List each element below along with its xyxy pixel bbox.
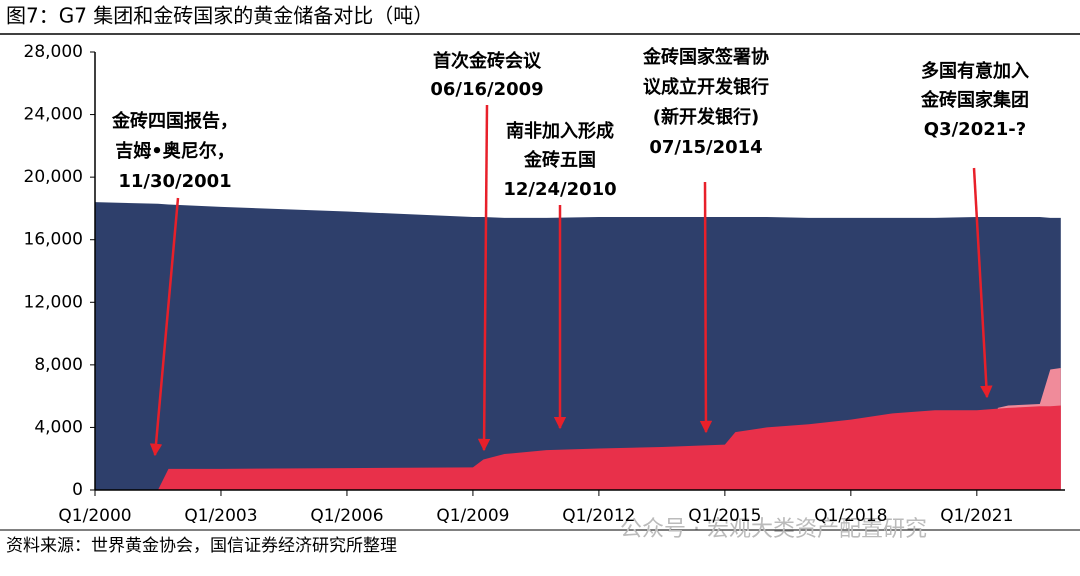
annotation-arrow [477, 104, 491, 452]
x-tick-label: Q1/2021 [940, 506, 1013, 526]
annotation: 议成立开发银行 [643, 76, 769, 98]
x-tick-label: Q1/2015 [688, 506, 761, 526]
y-tick-label: 20,000 [24, 167, 83, 187]
y-tick-label: 28,000 [24, 42, 83, 62]
annotation: 金砖国家签署协 [642, 46, 769, 68]
x-tick-label: Q1/2009 [436, 506, 509, 526]
plot-area [95, 202, 1061, 490]
x-tick-label: Q1/2003 [184, 506, 257, 526]
annotation: 首次金砖会议 [433, 50, 542, 72]
chart-title: 图7：G7 集团和金砖国家的黄金储备对比（吨） [6, 4, 433, 28]
annotation: 07/15/2014 [649, 137, 762, 158]
y-tick-label: 16,000 [24, 230, 83, 250]
annotation-arrow [699, 181, 713, 434]
watermark: 公众号 · 宏观大类资产配置研究 [620, 517, 927, 542]
area [95, 405, 1061, 490]
source: 资料来源：世界黄金协会，国信证券经济研究所整理 [6, 536, 397, 556]
y-tick-label: 0 [72, 480, 83, 500]
annotation: Q3/2021-? [924, 119, 1026, 140]
x-tick-label: Q1/2006 [310, 506, 383, 526]
x-tick-label: Q1/2000 [58, 506, 131, 526]
annotation: 金砖四国报告， [111, 110, 238, 132]
y-tick-label: 24,000 [24, 105, 83, 125]
x-tick-label: Q1/2012 [562, 506, 635, 526]
y-tick-label: 4,000 [34, 417, 83, 437]
y-tick-label: 12,000 [24, 292, 83, 312]
annotation: 金砖国家集团 [920, 89, 1029, 111]
annotation: 11/30/2001 [118, 171, 231, 192]
annotation: 南非加入形成 [506, 120, 614, 142]
annotation: 多国有意加入 [921, 60, 1029, 82]
area [95, 202, 1061, 490]
annotation: (新开发银行) [653, 106, 759, 128]
annotation-arrow [149, 197, 180, 457]
annotation: 金砖五国 [523, 149, 596, 171]
annotation-arrow [972, 167, 993, 399]
annotation: 06/16/2009 [430, 79, 543, 100]
annotation: 吉姆•奥尼尔， [115, 140, 235, 162]
x-tick-label: Q1/2018 [814, 506, 887, 526]
y-tick-label: 8,000 [34, 355, 83, 375]
annotation: 12/24/2010 [503, 179, 616, 200]
